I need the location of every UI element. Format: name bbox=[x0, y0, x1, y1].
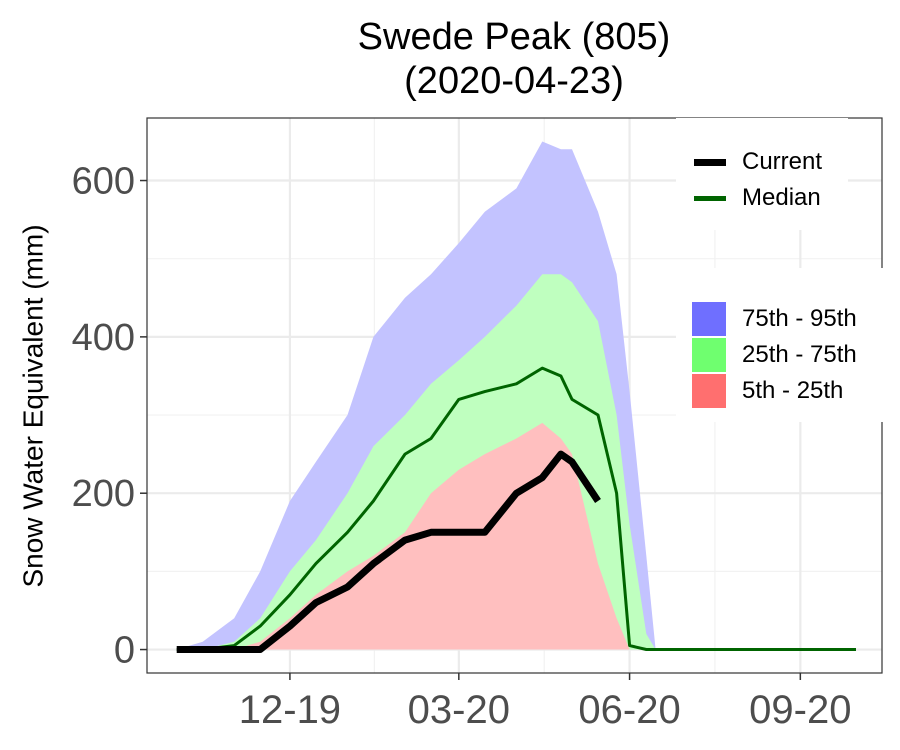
legend-bands: 75th - 95th 25th - 75th 5th - 25th bbox=[676, 268, 886, 422]
legend-label-median: Median bbox=[742, 184, 821, 211]
legend-item-p5-25: 5th - 25th bbox=[692, 374, 843, 408]
x-tick-labels: 12-19 03-20 06-20 09-20 bbox=[239, 688, 852, 732]
x-tick-label: 03-20 bbox=[408, 688, 510, 732]
legend-label-p25-75: 25th - 75th bbox=[742, 341, 857, 368]
legend-item-current: Current bbox=[694, 148, 822, 176]
chart-subtitle: (2020-04-23) bbox=[404, 60, 624, 102]
y-tick-label: 600 bbox=[72, 161, 135, 203]
legend-swatch-p5-25 bbox=[692, 374, 726, 408]
y-tick-label: 0 bbox=[114, 630, 135, 672]
y-tick-label: 400 bbox=[72, 317, 135, 359]
axis-ticks bbox=[140, 179, 802, 680]
legend-label-p75-95: 75th - 95th bbox=[742, 305, 857, 332]
series-line-median bbox=[176, 366, 856, 651]
y-tick-labels: 0 200 400 600 bbox=[72, 161, 135, 672]
percentile-bands bbox=[176, 141, 856, 650]
series-line-current bbox=[176, 450, 601, 653]
legend-swatch-p75-95 bbox=[692, 302, 726, 336]
y-axis-label: Snow Water Equivalent (mm) bbox=[17, 223, 49, 588]
legend-line-current bbox=[694, 158, 726, 166]
x-tick-label: 12-19 bbox=[239, 688, 341, 732]
legend-swatch-p25-75 bbox=[692, 338, 726, 372]
chart-title: Swede Peak (805) bbox=[357, 16, 671, 58]
legend-item-p25-75: 25th - 75th bbox=[692, 338, 857, 372]
legend-item-median: Median bbox=[694, 184, 821, 212]
x-tick-label: 09-20 bbox=[749, 688, 851, 732]
legend-line-median bbox=[694, 195, 726, 201]
legend-item-p75-95: 75th - 95th bbox=[692, 302, 857, 336]
legend-label-p5-25: 5th - 25th bbox=[742, 377, 844, 404]
x-tick-label: 06-20 bbox=[578, 688, 680, 732]
y-tick-label: 200 bbox=[72, 473, 135, 515]
legend-lines: Current Median bbox=[676, 118, 848, 230]
legend-label-current: Current bbox=[742, 148, 823, 175]
series-lines bbox=[176, 366, 856, 653]
band-5th-25th bbox=[176, 422, 856, 650]
